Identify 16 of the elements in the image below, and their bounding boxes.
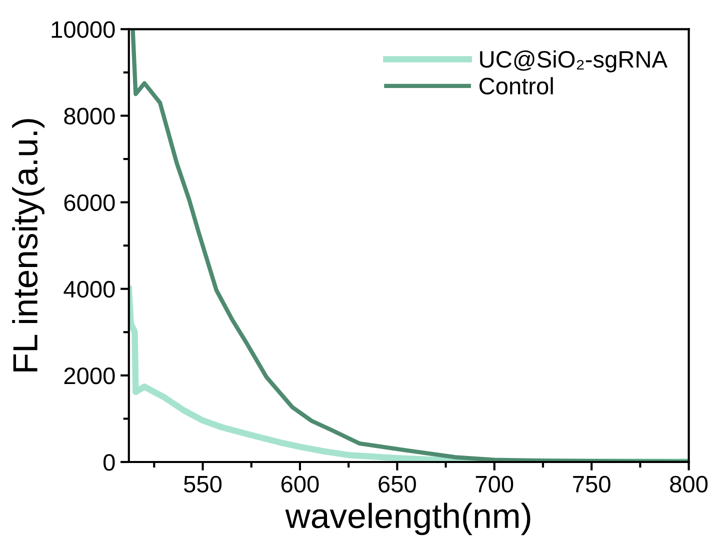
x-tick-label: 600 xyxy=(281,476,319,493)
legend-label: UC@SiO₂-sgRNA xyxy=(480,50,668,72)
x-tick-label: 800 xyxy=(670,476,708,493)
x-tick-label: 550 xyxy=(184,476,222,493)
legend-label: Control xyxy=(479,77,553,94)
x-tick-label: 650 xyxy=(378,476,416,493)
y-tick-label: 4000 xyxy=(64,280,115,298)
y-tick-label: 0 xyxy=(103,454,115,471)
y-tick-label: 2000 xyxy=(64,368,115,384)
y-tick-label: 8000 xyxy=(64,108,115,125)
x-axis-title: wavelength(nm) xyxy=(285,502,530,536)
x-tick-label: 700 xyxy=(476,476,514,493)
y-tick-label: 10000 xyxy=(52,21,115,38)
y-axis-title: FL intensity(a.u.) xyxy=(12,119,44,372)
x-tick-label: 750 xyxy=(573,476,610,493)
y-tick-label: 6000 xyxy=(64,194,115,212)
